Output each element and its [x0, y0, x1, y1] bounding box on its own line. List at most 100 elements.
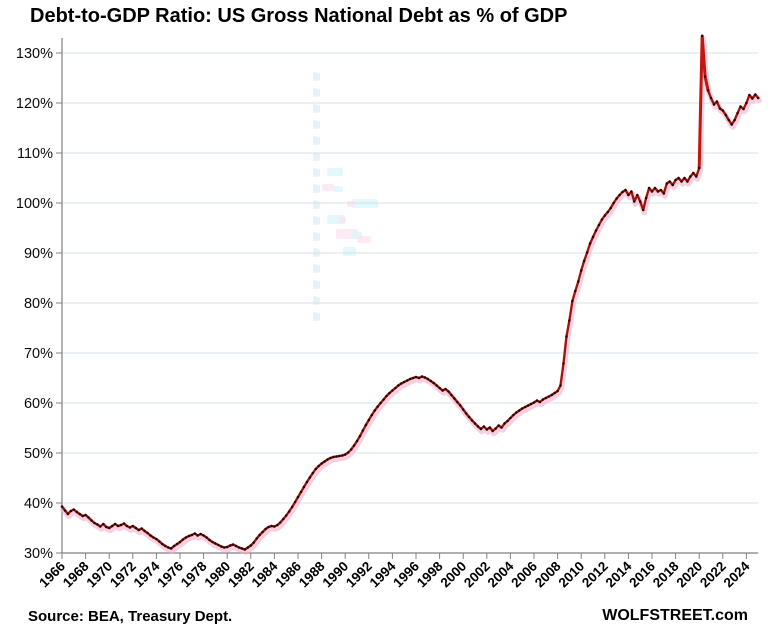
series-marker: [314, 467, 317, 471]
series-marker: [78, 512, 81, 516]
series-marker: [565, 335, 568, 338]
series-marker: [349, 448, 353, 451]
series-marker: [276, 523, 279, 527]
y-tick-label: 90%: [24, 246, 53, 262]
series-marker: [700, 34, 704, 38]
series-marker: [317, 464, 320, 468]
watermark-ghost-fragment: [322, 184, 334, 191]
series-marker: [231, 543, 235, 546]
series-marker: [225, 545, 229, 549]
x-tick-label: 1996: [390, 558, 422, 590]
series-marker: [155, 537, 158, 541]
watermark-ghost-fragment: [313, 232, 317, 241]
series-marker: [199, 532, 202, 536]
series-marker: [320, 462, 323, 465]
series-marker: [591, 235, 595, 239]
series-marker: [361, 429, 365, 432]
series-marker: [491, 429, 494, 433]
series-marker: [500, 426, 503, 429]
series-marker: [727, 118, 730, 122]
series-marker: [739, 105, 742, 108]
series-marker: [208, 538, 211, 542]
series-marker: [659, 188, 663, 192]
series-marker: [113, 522, 117, 526]
series-marker: [190, 533, 194, 537]
series-marker: [515, 411, 518, 414]
series-marker: [547, 395, 551, 398]
series-marker: [246, 546, 250, 549]
x-tick-label: 1974: [131, 558, 163, 590]
watermark-ghost-fragment: [313, 136, 317, 145]
series-marker: [485, 428, 489, 431]
series-marker: [205, 536, 208, 539]
series-marker: [394, 386, 397, 390]
series-marker: [107, 526, 111, 530]
series-marker: [169, 547, 173, 550]
series-marker: [402, 380, 406, 384]
series-marker: [63, 509, 67, 512]
series-marker: [196, 534, 199, 537]
watermark-ghost-fragment: [333, 186, 343, 192]
source-credit: Source: BEA, Treasury Dept.: [28, 608, 233, 625]
series-marker: [656, 190, 660, 193]
series-marker: [677, 176, 680, 180]
series-marker: [72, 508, 76, 511]
series-marker: [405, 379, 409, 382]
y-tick-label: 40%: [24, 496, 53, 512]
y-tick-label: 110%: [17, 146, 53, 162]
watermark-ghost-fragment: [313, 248, 317, 257]
series-marker: [417, 376, 421, 380]
watermark-ghost-fragment: [327, 215, 345, 224]
series-marker: [438, 386, 441, 390]
watermark-ghost-fragment: [317, 185, 320, 193]
x-tick-label: 2024: [721, 558, 753, 590]
series-marker: [612, 201, 615, 205]
series-markers: [60, 34, 760, 551]
watermark-ghost-fragment: [317, 217, 320, 225]
series-marker: [234, 544, 238, 548]
series-marker: [264, 527, 267, 531]
x-tick-label: 1992: [343, 559, 375, 591]
series-marker: [482, 425, 486, 428]
x-tick-label: 2002: [461, 559, 493, 591]
series-marker: [606, 210, 610, 214]
series-marker: [571, 299, 574, 303]
watermark-ghost-fragment: [317, 233, 320, 241]
series-marker: [267, 525, 270, 529]
watermark-ghost-fragment: [317, 281, 320, 289]
series-marker: [270, 524, 273, 528]
x-tick-label: 2012: [579, 559, 611, 591]
series-marker: [526, 404, 530, 407]
series-marker: [709, 96, 713, 100]
series-marker: [476, 425, 480, 428]
debt-gdp-line-chart: 30% 40% 50% 60% 70% 80% 90% 100% 110% 120% 130% 196…: [16, 34, 762, 591]
watermark-ghost-fragment: [313, 120, 317, 129]
y-tick-label: 70%: [24, 346, 53, 362]
x-tick-label: 2010: [555, 559, 587, 591]
series-marker: [597, 223, 601, 227]
series-marker: [181, 538, 185, 541]
series-marker: [202, 534, 205, 537]
series-marker: [585, 251, 589, 254]
series-marker: [748, 93, 751, 97]
series-marker: [529, 402, 533, 406]
x-tick-label: 1972: [107, 559, 139, 591]
series-marker: [137, 528, 140, 532]
series-marker: [553, 391, 556, 395]
watermark-ghost-fragment: [338, 217, 346, 223]
watermark-ghost-fragment: [313, 72, 317, 81]
watermark-ghost-fragment: [336, 229, 358, 239]
y-tick-label: 80%: [24, 296, 53, 312]
series-marker: [420, 375, 424, 378]
series-marker: [243, 548, 247, 551]
watermark-ghost-fragment: [317, 89, 320, 97]
watermark-ghost-fragment: [313, 296, 317, 305]
x-tick-label: 2004: [485, 558, 517, 590]
watermark-ghost-fragment: [327, 168, 343, 176]
series-marker: [627, 193, 630, 197]
watermark-ghost-fragment: [317, 153, 320, 161]
series-marker: [730, 123, 733, 126]
series-marker: [695, 175, 698, 178]
series-marker: [742, 107, 745, 111]
series-marker: [633, 200, 636, 203]
